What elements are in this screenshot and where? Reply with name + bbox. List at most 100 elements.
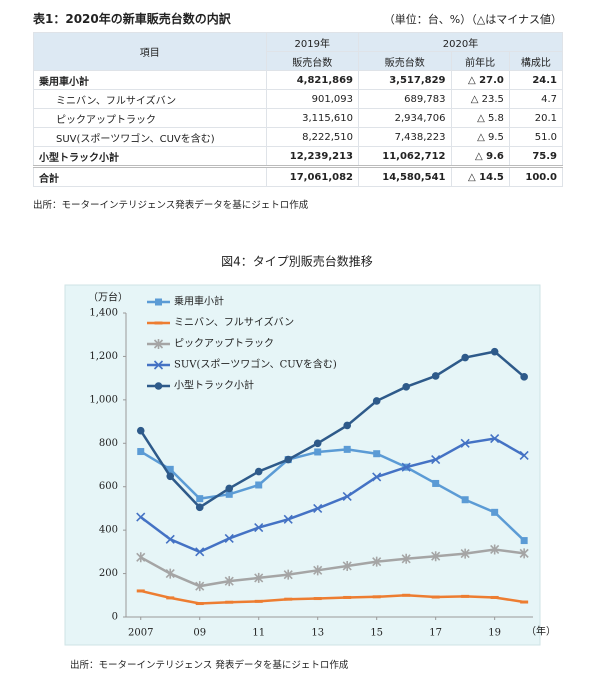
cell: 7,438,223 (358, 127, 452, 147)
marker (137, 448, 145, 456)
header-cell: 構成比 (508, 51, 564, 71)
marker (461, 496, 469, 504)
marker (195, 503, 204, 512)
marker (196, 495, 204, 503)
marker (520, 373, 528, 381)
cell: 17,061,082 (265, 165, 359, 187)
marker (402, 383, 410, 391)
cell: 901,093 (265, 89, 359, 109)
cell: 4.7 (508, 89, 564, 109)
row-label: SUV(スポーツワゴン、CUVを含む) (33, 127, 267, 147)
header-cell: 項目 (33, 32, 267, 71)
row-label: ミニバン、フルサイズバン (33, 89, 267, 109)
cell: △ 9.6 (450, 146, 510, 167)
marker (401, 462, 411, 472)
marker (519, 548, 529, 559)
marker (254, 467, 263, 476)
marker (372, 397, 381, 405)
legend-label: ミニバン、フルサイズバン (174, 316, 294, 329)
marker (254, 572, 264, 583)
marker (490, 433, 500, 444)
table-row: 小型トラック小計 12,239,213 11,062,712 △ 9.6 75.9 (33, 146, 564, 167)
x-tick-label: 15 (370, 628, 383, 639)
legend-label: ピックアップトラック (174, 338, 274, 350)
cell: 20.1 (508, 108, 564, 128)
legend-marker (153, 339, 164, 349)
header-cell: 販売台数 (265, 51, 359, 71)
series-line (139, 437, 525, 554)
marker (314, 448, 322, 456)
cell: △ 9.5 (450, 127, 510, 147)
marker (491, 508, 499, 516)
marker (225, 490, 233, 498)
cell: 100.0 (508, 165, 564, 187)
y-tick-label: 600 (99, 481, 118, 492)
y-tick-label: 1,400 (89, 308, 118, 319)
marker (342, 491, 352, 502)
x-tick-label: 11 (252, 628, 265, 639)
header-cell: 2020年 (358, 32, 563, 52)
marker (283, 569, 293, 580)
row-label: 合計 (33, 165, 267, 187)
legend-label: SUV(スポーツワゴン、CUVを含む) (174, 358, 337, 371)
marker (166, 472, 175, 481)
x-tick-label: 17 (429, 628, 442, 639)
cell: 8,222,510 (265, 127, 359, 147)
marker (255, 481, 263, 489)
chart: 図4：タイプ別販売台数推移 （万台） （年） 0 200 400 600 800 1,00… (64, 254, 556, 646)
marker (224, 576, 234, 587)
cell: 2,934,706 (358, 108, 452, 128)
cell: 12,239,213 (265, 146, 359, 167)
x-tick-label: 09 (193, 628, 206, 639)
marker (490, 544, 500, 555)
y-tick-label: 400 (99, 525, 118, 536)
y-axis-label: （万台） (88, 291, 128, 304)
legend-label: 小型トラック小計 (174, 379, 254, 392)
marker (224, 533, 234, 543)
cell: 51.0 (508, 127, 564, 147)
marker (343, 445, 351, 453)
cell: 3,115,610 (265, 108, 359, 128)
series-line (140, 589, 525, 605)
x-tick-label: 2007 (128, 628, 153, 639)
row-label: 小型トラック小計 (33, 146, 267, 167)
table-row: ピックアップトラック 3,115,610 2,934,706 △ 5.8 20.1 (33, 108, 564, 128)
marker (195, 547, 205, 557)
marker (195, 581, 205, 592)
chart-frame (64, 284, 541, 646)
series-line (139, 350, 525, 509)
marker (284, 455, 293, 464)
cell: △ 14.5 (450, 165, 510, 187)
marker (431, 372, 440, 380)
series-line (140, 548, 525, 588)
x-axis-label: （年） (526, 625, 556, 638)
marker (490, 347, 499, 356)
marker (460, 438, 470, 448)
table-row: 合計 17,061,082 14,580,541 △ 14.5 100.0 (33, 165, 564, 187)
marker (342, 560, 352, 571)
marker (373, 450, 381, 458)
marker (313, 503, 323, 513)
table-row: ミニバン、フルサイズバン 901,093 689,783 △ 23.5 4.7 (33, 89, 564, 109)
legend-marker (155, 298, 162, 306)
row-label: ピックアップトラック (33, 108, 267, 128)
marker (520, 537, 528, 545)
marker (372, 556, 382, 567)
table-row: SUV(スポーツワゴン、CUVを含む) 8,222,510 7,438,223 △ 9… (33, 127, 564, 147)
legend-marker (153, 360, 164, 370)
y-tick-label: 1,000 (89, 394, 118, 405)
header-cell: 前年比 (450, 51, 510, 71)
x-tick-label: 13 (311, 628, 324, 639)
marker (313, 439, 322, 448)
y-tick-label: 0 (112, 612, 118, 623)
cell: 75.9 (508, 146, 564, 167)
legend-marker (154, 382, 163, 390)
chart-title: 図4：タイプ別販売台数推移 (221, 254, 373, 269)
cell: 3,517,829 (358, 70, 452, 90)
marker (225, 484, 234, 493)
cell: 4,821,869 (265, 70, 359, 90)
table-title: 表1：2020年の新車販売台数の内訳 (33, 12, 231, 26)
cell: △ 5.8 (450, 108, 510, 128)
chart-source: 出所：モーターインテリジェンス 発表データを基にジェトロ作成 (70, 660, 349, 671)
